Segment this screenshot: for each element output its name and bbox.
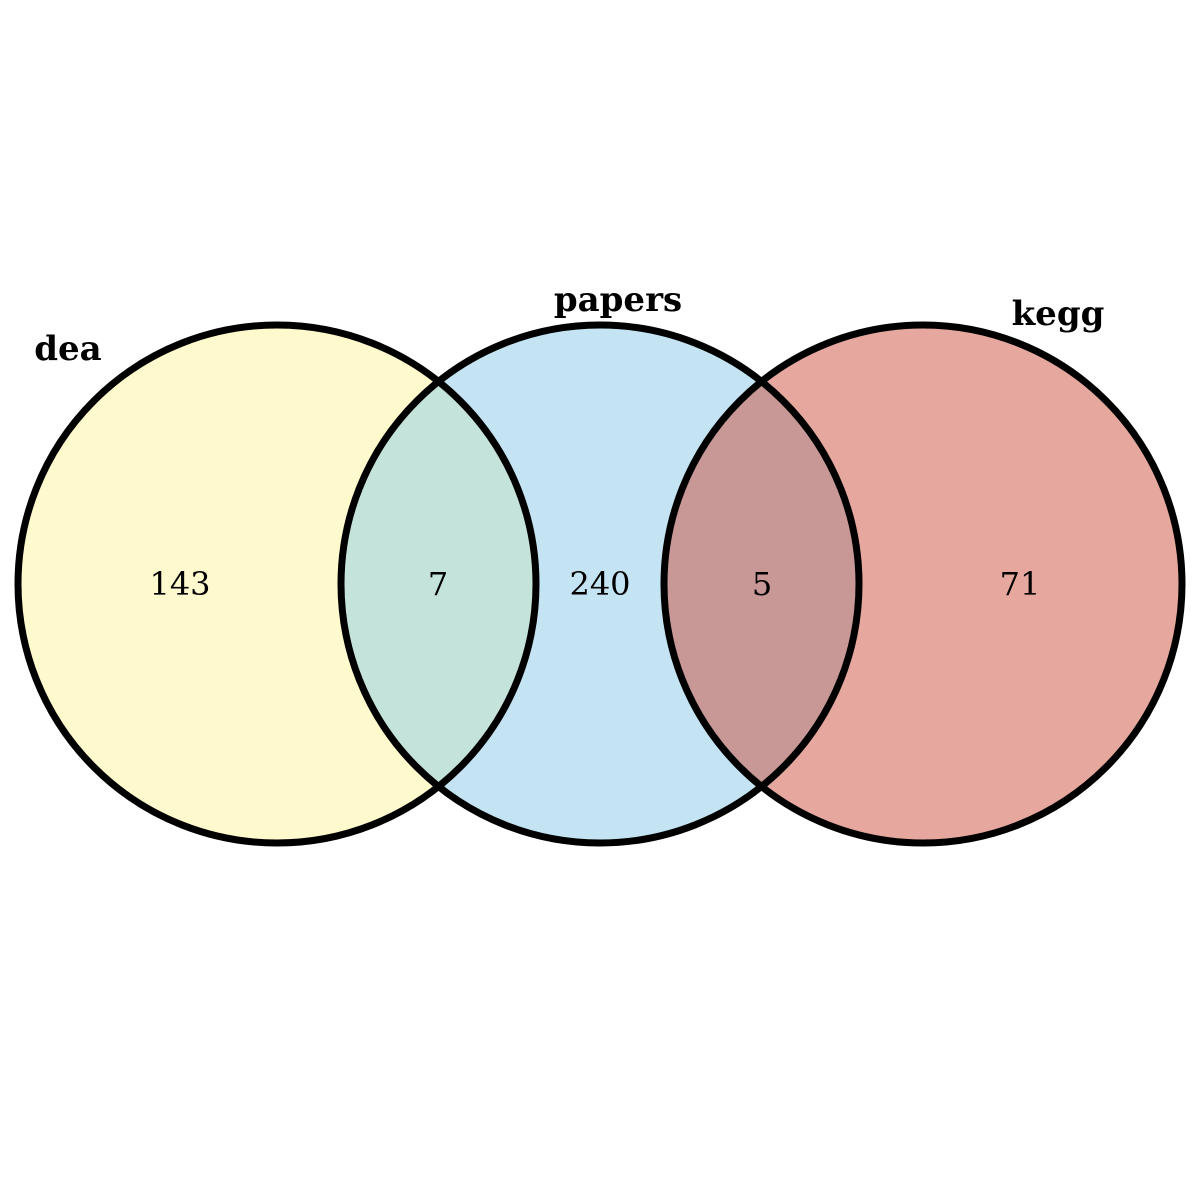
- set-label-papers: papers: [554, 280, 682, 320]
- set-label-kegg: kegg: [1012, 294, 1105, 334]
- overlap-papers-kegg-fill: [664, 325, 859, 843]
- set-papers-outline: [337, 321, 863, 847]
- count-papers-kegg: 5: [752, 565, 772, 603]
- count-dea-only: 143: [149, 565, 210, 603]
- set-label-dea: dea: [34, 329, 101, 369]
- overlap-dea-papers-fill: [341, 325, 536, 843]
- set-kegg-outline: [660, 321, 1186, 847]
- count-dea-papers: 7: [428, 565, 448, 603]
- set-dea-outline: [14, 321, 540, 847]
- count-kegg-only: 71: [1000, 565, 1041, 603]
- count-papers-only: 240: [569, 565, 630, 603]
